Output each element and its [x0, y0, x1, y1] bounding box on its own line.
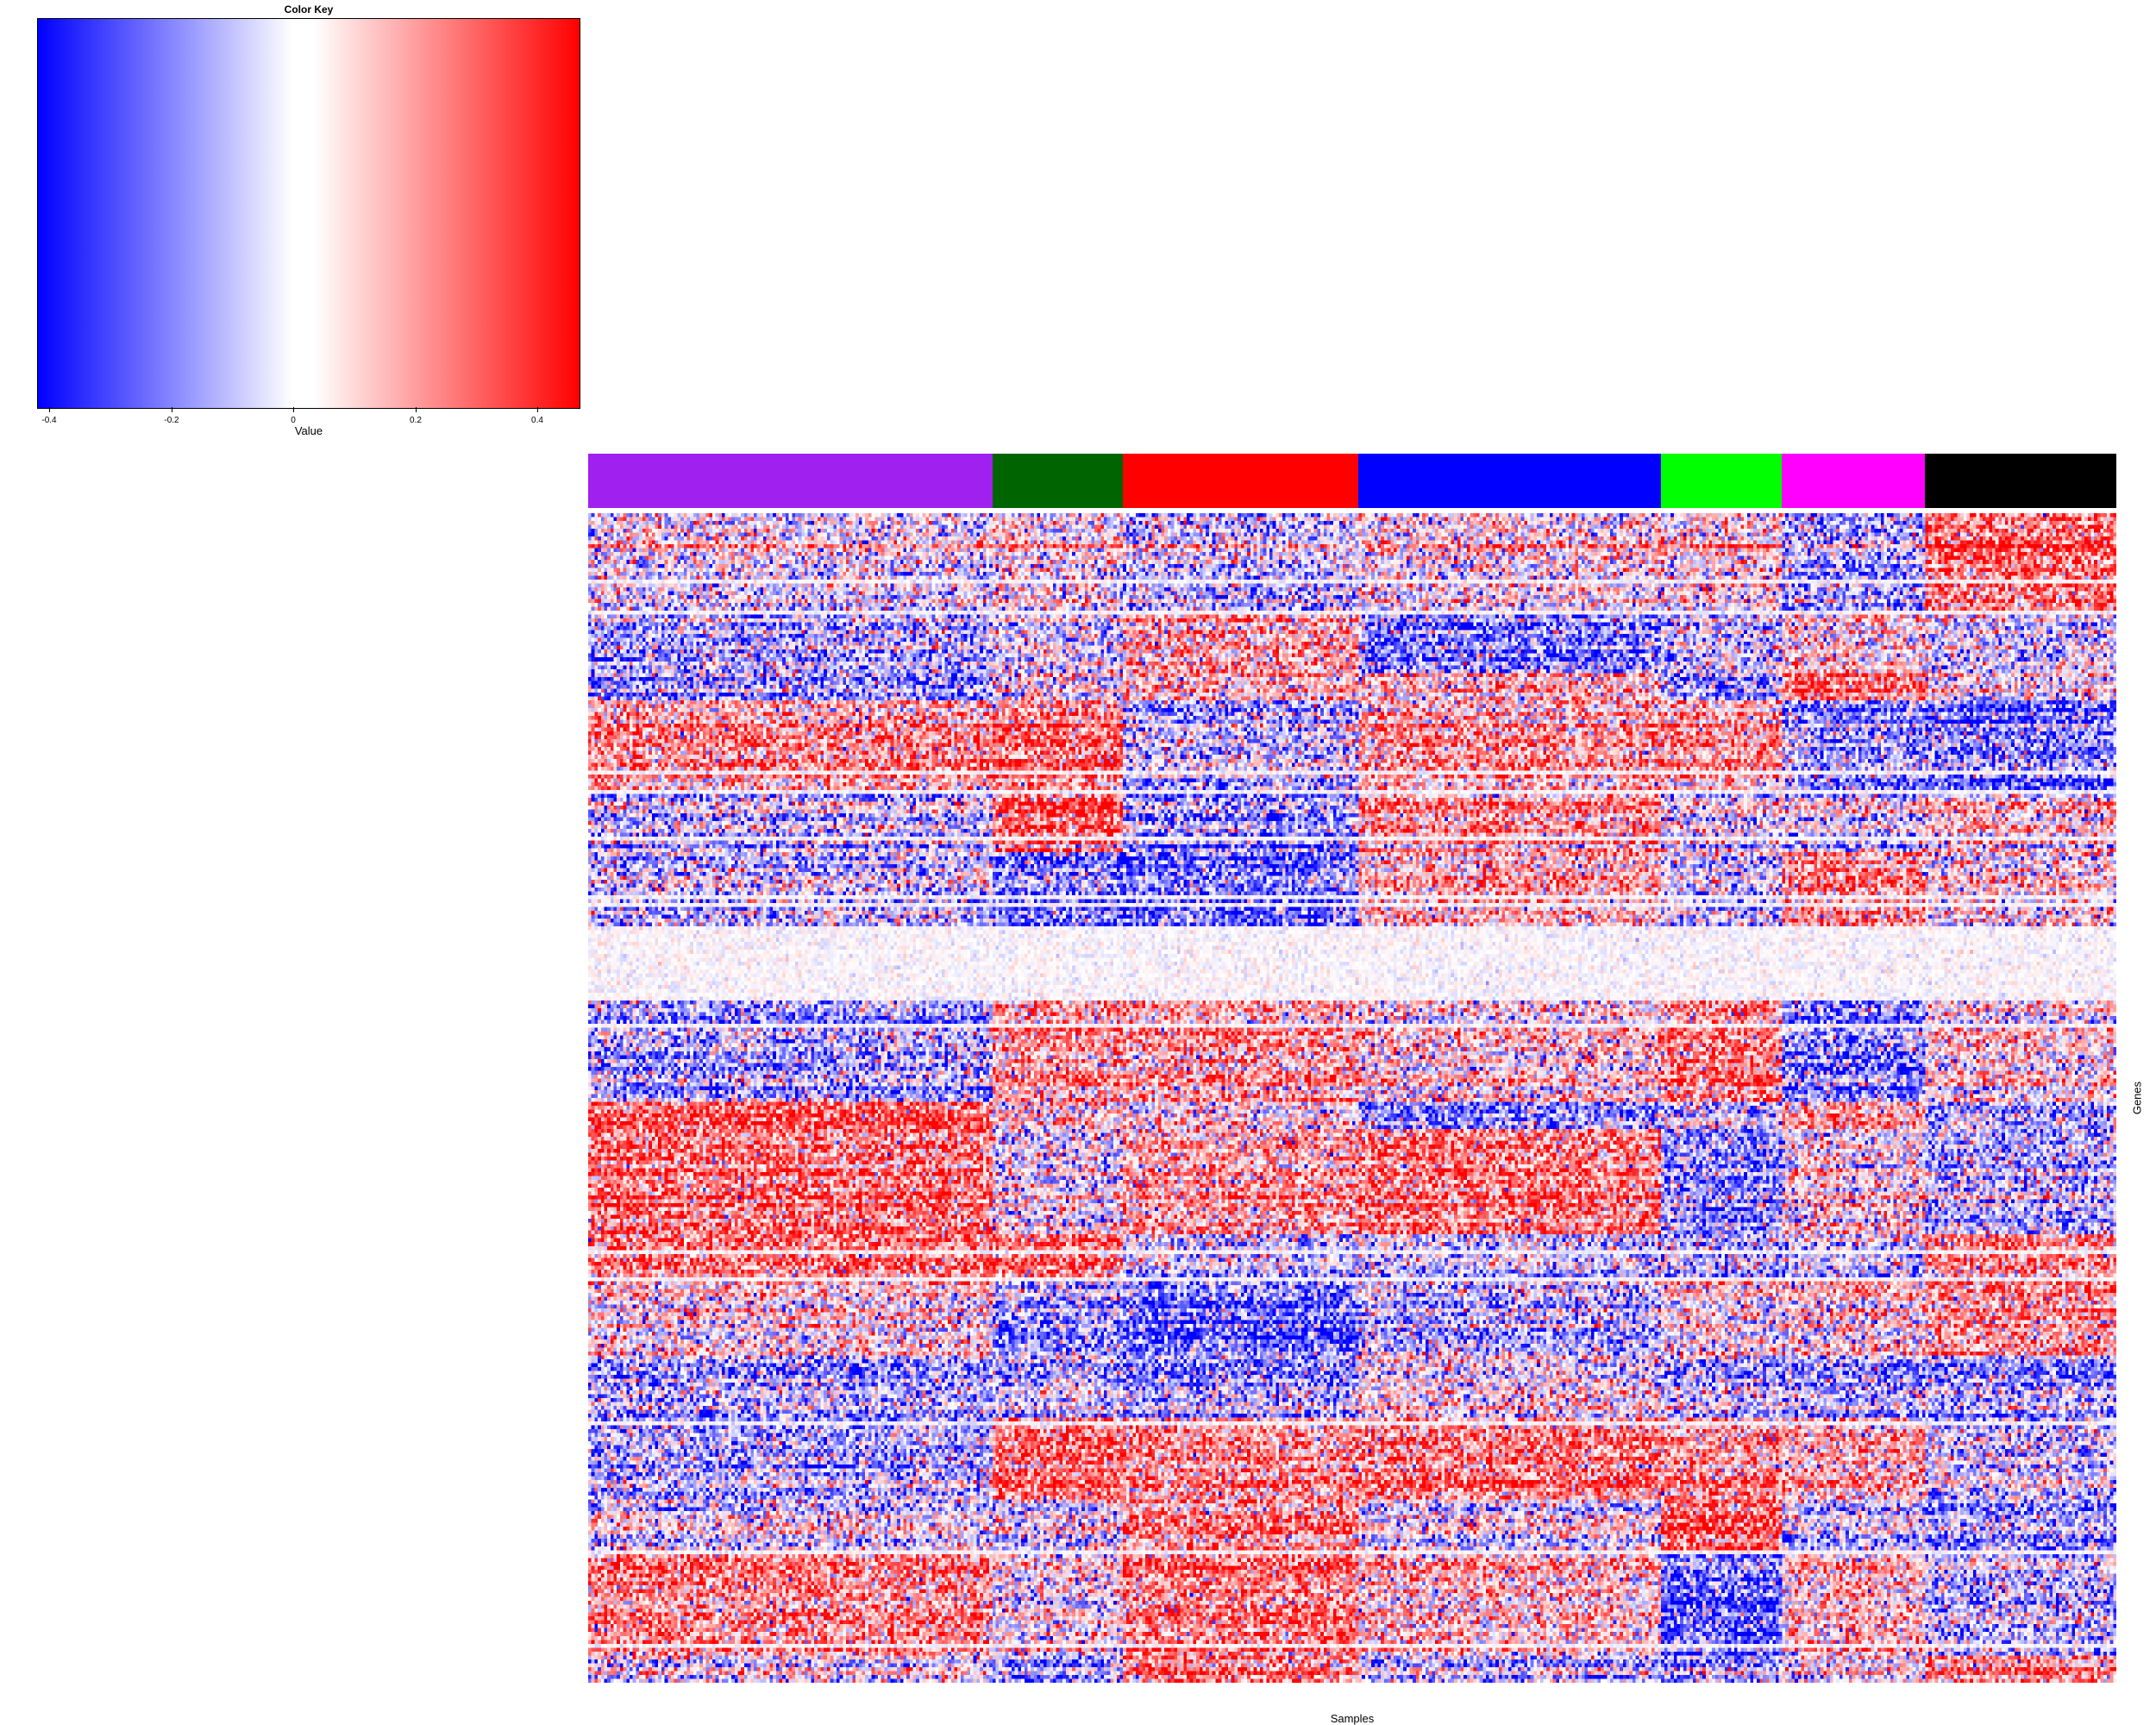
- color-key-tick: [49, 407, 50, 412]
- heatmap: [588, 513, 2116, 1683]
- color-key-tick: [537, 407, 538, 412]
- color-key-title: Color Key: [284, 3, 334, 16]
- sample-group-block: [1358, 454, 1662, 508]
- sample-group-block: [1782, 454, 1926, 508]
- sample-group-block: [588, 454, 993, 508]
- color-key-tick-label: -0.2: [164, 416, 179, 425]
- sample-group-block: [992, 454, 1124, 508]
- color-key-tick: [293, 407, 294, 412]
- color-key-tick-label: 0: [291, 416, 296, 425]
- sample-group-block: [1661, 454, 1783, 508]
- color-key-tick: [416, 407, 417, 412]
- sample-group-colorbar: [588, 454, 2116, 508]
- sample-group-block: [1925, 454, 2116, 508]
- color-key-tick-label: 0.2: [410, 416, 422, 425]
- color-key-gradient: [37, 18, 580, 409]
- color-key-xlabel: Value: [294, 424, 323, 437]
- color-key-tick-label: -0.4: [41, 416, 57, 425]
- x-axis-label: Samples: [1330, 1712, 1375, 1725]
- sample-group-block: [1123, 454, 1359, 508]
- y-axis-label: Genes: [2130, 1081, 2144, 1115]
- color-key-tick-label: 0.4: [531, 416, 543, 425]
